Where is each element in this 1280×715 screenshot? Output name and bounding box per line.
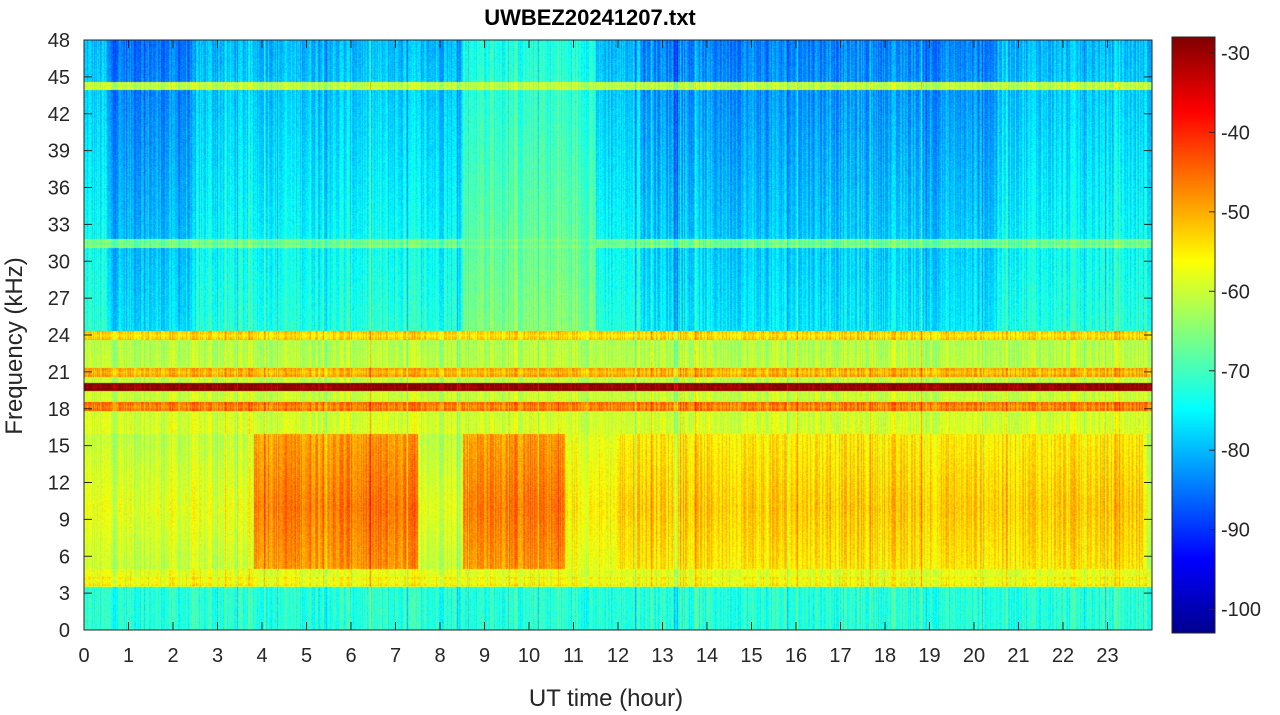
y-tick-label: 6	[59, 546, 70, 568]
x-tick-label: 17	[829, 645, 851, 667]
x-tick-label: 6	[345, 645, 356, 667]
y-tick-label: 39	[48, 141, 70, 163]
y-tick-label: 27	[48, 288, 70, 310]
y-tick-label: 30	[48, 251, 70, 273]
x-tick-label: 12	[607, 645, 629, 667]
x-tick-label: 3	[212, 645, 223, 667]
x-tick-label: 15	[740, 645, 762, 667]
colorbar-tick-label: -90	[1221, 520, 1250, 542]
colorbar-tick-label: -40	[1221, 122, 1250, 144]
x-tick-label: 2	[167, 645, 178, 667]
colorbar-tick-label: -50	[1221, 202, 1250, 224]
y-tick-label: 15	[48, 436, 70, 458]
x-axis: 0 1 2 3 4 5 6 7 8 9 10 11 12 13 14 15 16 17 18 19 20 21 22 23	[78, 40, 1119, 667]
x-tick-label: 9	[479, 645, 490, 667]
x-tick-label: 20	[963, 645, 985, 667]
y-tick-label: 18	[48, 399, 70, 421]
x-tick-label: 4	[256, 645, 267, 667]
x-tick-label: 7	[390, 645, 401, 667]
y-tick-label: 21	[48, 362, 70, 384]
spectrogram-plot	[83, 39, 1153, 631]
colorbar-tick-label: -60	[1221, 281, 1250, 303]
y-tick-label: 24	[48, 325, 70, 347]
y-tick-label: 42	[48, 104, 70, 126]
y-tick-label: 3	[59, 583, 70, 605]
y-tick-label: 36	[48, 178, 70, 200]
x-tick-label: 21	[1007, 645, 1029, 667]
x-tick-label: 16	[785, 645, 807, 667]
x-tick-label: 11	[563, 645, 584, 667]
x-tick-label: 0	[78, 645, 89, 667]
x-tick-label: 1	[123, 645, 134, 667]
x-tick-label: 5	[301, 645, 312, 667]
x-tick-label: 8	[434, 645, 445, 667]
spectrogram-image	[84, 40, 1152, 630]
y-tick-label: 0	[59, 620, 70, 642]
x-tick-label: 10	[518, 645, 540, 667]
colorbar-tick-label: -80	[1221, 440, 1250, 462]
y-axis-label: Frequency (kHz)	[1, 257, 28, 434]
y-tick-label: 9	[59, 509, 70, 531]
x-tick-label: 18	[874, 645, 896, 667]
colorbar	[1171, 36, 1216, 634]
x-axis-label: UT time (hour)	[529, 685, 683, 712]
y-tick-label: 33	[48, 214, 70, 236]
colorbar-ticks: -30 -40 -50 -60 -70 -80 -90 -100	[1209, 43, 1261, 621]
x-tick-label: 14	[696, 645, 718, 667]
colorbar-tick-label: -70	[1221, 361, 1250, 383]
colorbar-tick-label: -100	[1221, 599, 1261, 621]
colorbar-tick-label: -30	[1221, 43, 1250, 65]
x-tick-label: 13	[651, 645, 673, 667]
y-tick-label: 45	[48, 67, 70, 89]
x-tick-label: 23	[1096, 645, 1118, 667]
y-tick-label: 48	[48, 30, 70, 52]
chart-title: UWBEZ20241207.txt	[484, 5, 696, 30]
x-tick-label: 22	[1052, 645, 1074, 667]
y-tick-label: 12	[48, 473, 70, 495]
x-tick-label: 19	[918, 645, 940, 667]
colorbar-gradient	[1171, 36, 1216, 634]
